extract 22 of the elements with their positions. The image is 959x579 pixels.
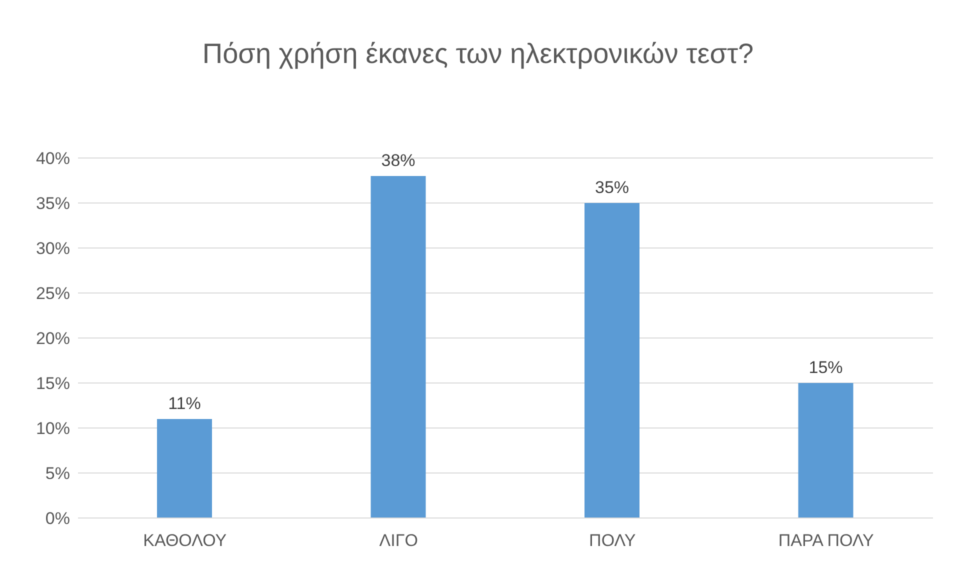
- y-tick-label: 40%: [36, 149, 70, 168]
- bar: [370, 176, 426, 518]
- data-label: 11%: [168, 394, 201, 413]
- x-tick-label: ΠΑΡΑ ΠΟΛΥ: [778, 531, 874, 550]
- chart-title: Πόση χρήση έκανες των ηλεκτρονικών τεστ?: [201, 37, 755, 71]
- y-tick-label: 5%: [45, 464, 70, 484]
- x-tick-label: ΛΙΓΟ: [379, 531, 418, 550]
- y-tick-label: 0%: [45, 509, 70, 528]
- x-tick-label: ΚΑΘΟΛΟΥ: [143, 531, 227, 550]
- bar: [798, 383, 854, 518]
- y-tick-label: 20%: [36, 329, 70, 348]
- y-tick-label: 15%: [36, 374, 70, 394]
- data-label: 35%: [594, 178, 630, 197]
- y-tick-label: 10%: [36, 419, 70, 438]
- data-label: 15%: [808, 358, 843, 377]
- y-tick-label: 30%: [36, 239, 70, 258]
- y-tick-label: 35%: [36, 194, 70, 214]
- y-tick-label: 25%: [36, 284, 70, 304]
- bar: [584, 203, 640, 518]
- bar: [157, 419, 212, 518]
- data-label: 38%: [381, 151, 416, 170]
- x-tick-label: ΠΟΛΥ: [589, 531, 636, 550]
